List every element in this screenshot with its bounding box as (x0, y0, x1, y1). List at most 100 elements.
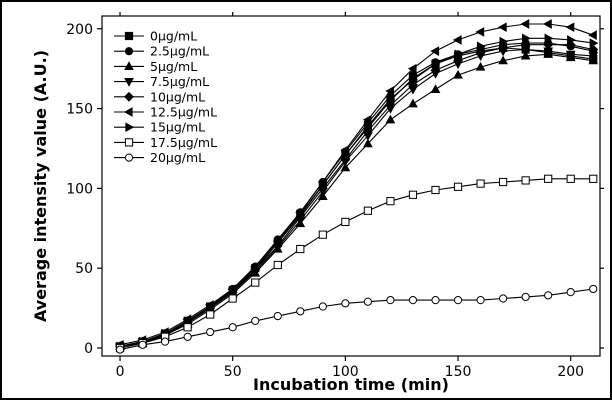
data-point (160, 337, 170, 346)
data-point (521, 176, 530, 185)
legend-item: 0μg/mL (114, 29, 197, 44)
series-7 (115, 174, 598, 353)
data-point (588, 30, 597, 41)
data-point (520, 50, 531, 60)
legend-marker (125, 122, 135, 133)
data-point (544, 174, 553, 183)
data-point (251, 278, 260, 287)
series-line (119, 37, 594, 347)
data-point (385, 114, 396, 124)
legend-marker (124, 61, 134, 70)
data-point (522, 33, 531, 44)
legend-marker (124, 31, 134, 41)
data-point (543, 39, 554, 50)
data-point (341, 150, 351, 160)
data-point (408, 296, 418, 305)
legend-label: 17.5μg/mL (150, 135, 217, 150)
legend-marker (124, 78, 134, 87)
data-point (453, 69, 463, 79)
legend-label: 12.5μg/mL (150, 105, 217, 120)
y-tick-label: 100 (66, 181, 93, 197)
data-point (475, 47, 486, 58)
x-axis-title: Incubation time (min) (253, 375, 449, 394)
data-point (318, 302, 327, 311)
data-point (341, 217, 350, 227)
legend-marker (123, 107, 133, 117)
series-line (119, 53, 594, 347)
data-point (408, 98, 418, 108)
legend-item: 20μg/mL (114, 150, 205, 165)
data-point (206, 327, 215, 337)
data-point (229, 285, 238, 296)
data-point (588, 44, 599, 55)
data-point (296, 307, 305, 316)
data-point (183, 323, 192, 332)
x-tick-label: 200 (557, 364, 584, 380)
data-point (364, 121, 374, 131)
data-point (453, 296, 463, 305)
data-point (430, 65, 441, 76)
data-point (498, 43, 509, 53)
data-point (385, 100, 396, 111)
data-point (544, 291, 553, 300)
legend-marker (124, 153, 134, 162)
data-point (228, 294, 237, 303)
data-point (453, 55, 463, 66)
data-point (567, 35, 576, 45)
legend-item: 15μg/mL (114, 120, 205, 135)
data-point (408, 190, 418, 199)
data-point (183, 332, 192, 341)
legend-item: 17.5μg/mL (114, 135, 217, 150)
legend-marker (124, 138, 134, 147)
legend-label: 20μg/mL (150, 150, 205, 165)
data-point (566, 288, 575, 297)
data-point (543, 19, 552, 29)
data-point (228, 323, 237, 332)
data-point (497, 22, 507, 33)
data-point (476, 296, 485, 305)
data-point (498, 55, 508, 65)
data-point (452, 35, 462, 45)
series-line (119, 288, 594, 351)
legend-item: 7.5μg/mL (114, 74, 209, 89)
data-point (362, 114, 372, 125)
data-point (589, 284, 598, 294)
data-point (431, 59, 441, 69)
data-point (409, 75, 419, 85)
legend-label: 5μg/mL (150, 59, 197, 74)
legend-label: 15μg/mL (150, 120, 205, 135)
y-tick-label: 150 (66, 102, 93, 118)
data-point (274, 237, 283, 248)
legend-item: 2.5μg/mL (114, 44, 209, 59)
series-line (119, 23, 594, 346)
y-axis-title: Average intensity value (A.U.) (31, 50, 50, 322)
data-point (476, 179, 485, 188)
data-point (589, 174, 598, 183)
data-point (206, 303, 216, 313)
data-point (318, 230, 327, 239)
data-point (430, 84, 441, 94)
data-point (296, 210, 306, 221)
data-point (273, 260, 282, 270)
series-8 (115, 284, 598, 354)
data-point (407, 63, 417, 74)
data-point (453, 182, 463, 191)
legend: 0μg/mL2.5μg/mL5μg/mL7.5μg/mL10μg/mL12.5μ… (114, 29, 217, 165)
data-point (431, 185, 440, 195)
data-point (499, 36, 509, 47)
x-tick-label: 50 (224, 364, 242, 380)
legend-label: 10μg/mL (150, 89, 205, 104)
data-point (475, 27, 485, 37)
data-point (341, 299, 350, 308)
data-point (363, 297, 373, 306)
data-point (475, 61, 486, 71)
data-point (565, 22, 575, 33)
data-point (589, 38, 599, 48)
data-point (386, 296, 395, 305)
plot-area (101, 15, 601, 357)
data-point (544, 33, 554, 44)
data-point (296, 244, 305, 254)
data-point (520, 19, 530, 29)
data-point (430, 46, 440, 56)
